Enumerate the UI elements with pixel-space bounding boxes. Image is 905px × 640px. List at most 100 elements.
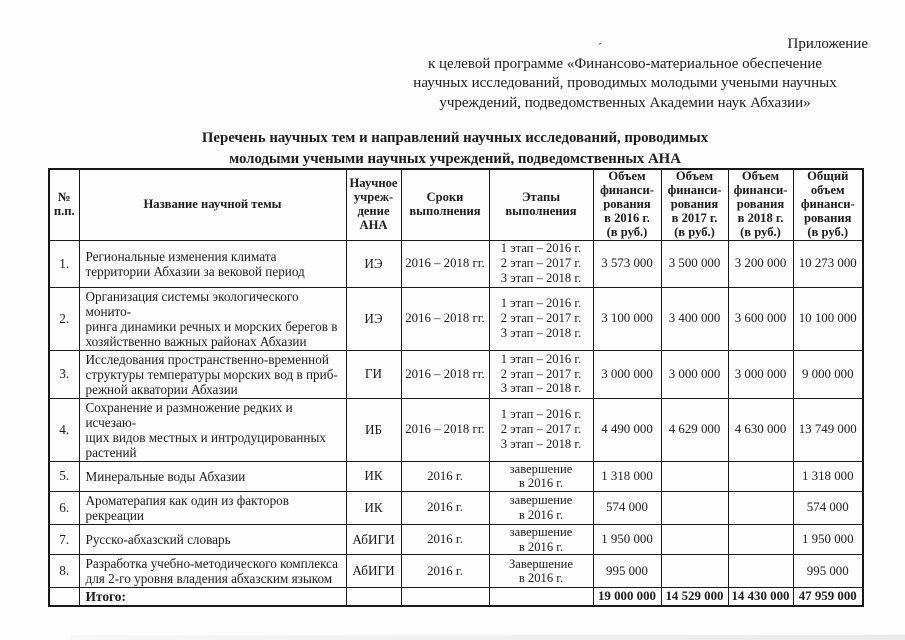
- cell-funding-2018: 3 600 000: [727, 286, 794, 351]
- cell-funding-2017: [660, 554, 729, 589]
- cell-institution: АбИГИ: [345, 523, 402, 556]
- table-row: 7. Русско-абхазский словарь АбИГИ 2016 г…: [48, 523, 864, 556]
- cell-funding-2017: [660, 490, 729, 525]
- total-funding-2018: 14 430 000: [727, 587, 794, 607]
- cell-row-number: 1.: [48, 239, 80, 288]
- cell-funding-2016: 3 000 000: [592, 349, 662, 399]
- total-funding-2017: 14 529 000: [660, 587, 729, 607]
- cell-institution: ИК: [345, 460, 402, 492]
- cell-funding-total: 10 100 000: [792, 286, 864, 351]
- total-empty-institution: [345, 587, 402, 607]
- cell-topic: Разработка учебно-методического комплекс…: [78, 554, 347, 589]
- cell-stages: 1 этап – 2016 г. 2 этап – 2017 г. 3 этап…: [488, 286, 594, 351]
- cell-topic: Исследования пространственно-временной с…: [78, 349, 347, 399]
- table-row: 5. Минеральные воды Абхазии ИК 2016 г. з…: [48, 460, 864, 492]
- col-header-num: № п.п.: [48, 168, 80, 241]
- appendix-label: Приложение: [787, 36, 868, 52]
- cell-period: 2016 – 2018 гг.: [400, 286, 490, 351]
- document-title: Перечень научных тем и направлений научн…: [201, 130, 709, 167]
- cell-topic: Минеральные воды Абхазии: [78, 460, 347, 492]
- cell-period: 2016 – 2018 гг.: [400, 397, 490, 462]
- cell-period: 2016 г.: [400, 490, 490, 525]
- research-topics-table: № п.п. Название научной темы Научное учр…: [48, 168, 864, 608]
- cell-funding-2018: 3 000 000: [727, 349, 794, 399]
- cell-funding-total: 1 318 000: [792, 460, 864, 492]
- appendix-note: Приложение к целевой программе «Финансов…: [382, 35, 868, 113]
- cell-stages: завершение в 2016 г.: [488, 490, 594, 525]
- cell-topic: Ароматерапия как один из факторов рекреа…: [78, 490, 347, 525]
- cell-funding-2016: 574 000: [592, 490, 662, 525]
- cell-funding-2016: 3 573 000: [592, 239, 662, 288]
- cell-funding-total: 9 000 000: [792, 349, 864, 399]
- cell-row-number: 7.: [48, 523, 80, 556]
- cell-funding-2017: [660, 460, 729, 492]
- cell-stages: Завершение в 2016 г.: [488, 554, 594, 589]
- col-header-institution: Научное учреж- дение АНА: [345, 168, 402, 241]
- cell-funding-total: 10 273 000: [792, 239, 864, 288]
- col-header-stages: Этапы выполнения: [488, 168, 594, 241]
- cell-funding-2018: [727, 490, 794, 525]
- cell-institution: ИБ: [345, 397, 402, 462]
- table-row: 2. Организация системы экологического мо…: [48, 286, 864, 351]
- cell-stages: завершение в 2016 г.: [488, 460, 594, 492]
- cell-topic: Сохранение и размножение редких и исчеза…: [78, 397, 347, 462]
- cell-funding-total: 13 749 000: [792, 397, 864, 462]
- cell-topic: Организация системы экологического монит…: [78, 286, 347, 351]
- total-funding-2016: 19 000 000: [592, 587, 662, 607]
- cell-row-number: 4.: [48, 397, 80, 462]
- cell-period: 2016 г.: [400, 523, 490, 556]
- cell-stages: 1 этап – 2016 г. 2 этап – 2017 г. 3 этап…: [488, 349, 594, 399]
- cell-period: 2016 – 2018 гг.: [400, 239, 490, 288]
- cell-funding-2018: [727, 523, 794, 556]
- cell-funding-2018: [727, 554, 794, 589]
- scan-shadow-bottom: [70, 635, 905, 640]
- total-empty-num: [48, 587, 80, 607]
- cell-funding-2017: 3 000 000: [660, 349, 729, 399]
- cell-funding-2018: 4 630 000: [727, 397, 794, 462]
- cell-funding-2016: 1 318 000: [592, 460, 662, 492]
- cell-funding-2016: 3 100 000: [592, 286, 662, 351]
- cell-funding-2018: 3 200 000: [727, 239, 794, 288]
- cell-institution: ИК: [345, 490, 402, 525]
- cell-funding-total: 574 000: [792, 490, 864, 525]
- cell-row-number: 3.: [48, 349, 80, 399]
- col-header-funding-2017: Объем финанси- рования в 2017 г. (в руб.…: [660, 168, 729, 241]
- table-header-row: № п.п. Название научной темы Научное учр…: [48, 168, 864, 241]
- cell-funding-2018: [727, 460, 794, 492]
- total-funding-total: 47 959 000: [792, 587, 864, 607]
- cell-period: 2016 – 2018 гг.: [400, 349, 490, 399]
- cell-topic: Региональные изменения климата территори…: [78, 239, 347, 288]
- table-row: 8. Разработка учебно-методического компл…: [48, 554, 864, 589]
- cell-stages: 1 этап – 2016 г. 2 этап – 2017 г. 3 этап…: [488, 397, 594, 462]
- cell-funding-total: 995 000: [792, 554, 864, 589]
- table-row: 4. Сохранение и размножение редких и исч…: [48, 397, 864, 462]
- cell-funding-2017: 3 500 000: [660, 239, 729, 288]
- cell-row-number: 2.: [48, 286, 80, 351]
- appendix-text: к целевой программе «Финансово-материаль…: [413, 55, 837, 111]
- cell-topic: Русско-абхазский словарь: [78, 523, 347, 556]
- cell-period: 2016 г.: [400, 554, 490, 589]
- cell-row-number: 6.: [48, 490, 80, 525]
- cell-funding-2016: 4 490 000: [592, 397, 662, 462]
- total-empty-stages: [488, 587, 594, 607]
- cell-row-number: 8.: [48, 554, 80, 589]
- cell-stages: 1 этап – 2016 г. 2 этап – 2017 г. 3 этап…: [488, 239, 594, 288]
- cell-funding-total: 1 950 000: [792, 523, 864, 556]
- cell-funding-2017: 3 400 000: [660, 286, 729, 351]
- cell-stages: завершение в 2016 г.: [488, 523, 594, 556]
- table-row: 3. Исследования пространственно-временно…: [48, 349, 864, 399]
- cell-funding-2016: 995 000: [592, 554, 662, 589]
- cell-institution: ИЭ: [345, 286, 402, 351]
- cell-institution: ИЭ: [345, 239, 402, 288]
- total-label: Итого:: [78, 587, 347, 607]
- cell-period: 2016 г.: [400, 460, 490, 492]
- cell-row-number: 5.: [48, 460, 80, 492]
- table-row: 6. Ароматерапия как один из факторов рек…: [48, 490, 864, 525]
- cell-institution: ГИ: [345, 349, 402, 399]
- cell-funding-2017: [660, 523, 729, 556]
- total-empty-period: [400, 587, 490, 607]
- col-header-topic: Название научной темы: [78, 168, 347, 241]
- col-header-funding-total: Общий объем финанси- рования (в руб.): [792, 168, 864, 241]
- col-header-funding-2018: Объем финанси- рования в 2018 г. (в руб.…: [727, 168, 794, 241]
- cell-institution: АбИГИ: [345, 554, 402, 589]
